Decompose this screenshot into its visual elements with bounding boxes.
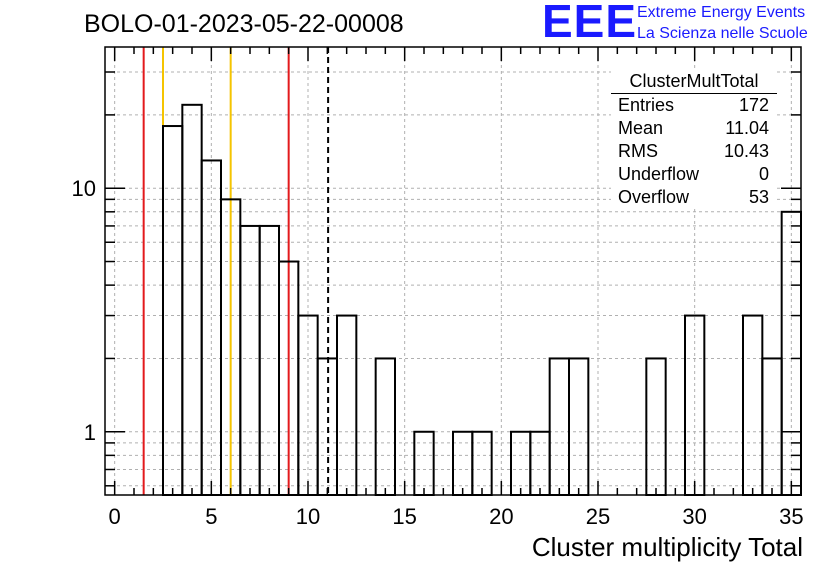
plot-frame (104, 46, 802, 496)
histogram-bar (258, 224, 280, 496)
histogram-bar (162, 125, 184, 496)
stats-value: 11.04 (725, 118, 769, 138)
histogram-bar (742, 314, 764, 496)
vertical-marker-lines (142, 47, 330, 495)
axis-ticks (105, 47, 801, 495)
histogram-bar (181, 103, 203, 496)
stats-row-rms: RMS 10.43 (611, 140, 777, 163)
histogram-bar (336, 314, 358, 496)
histogram-bar (568, 357, 590, 496)
logo-line-2: La Scienza nelle Scuole (637, 25, 808, 42)
x-tick-label: 25 (586, 504, 610, 529)
stats-label: RMS (618, 141, 658, 161)
logo-mark: EEE (542, 0, 638, 47)
stats-value: 10.43 (723, 141, 769, 161)
stats-box: ClusterMultTotal Entries 172 Mean 11.04 … (611, 70, 777, 209)
stats-label: Underflow (618, 164, 700, 184)
stats-title: ClusterMultTotal (611, 70, 777, 94)
y-tick-label: 10 (72, 176, 96, 201)
x-tick-label: 30 (682, 504, 706, 529)
histogram-bar (645, 357, 667, 496)
histogram-bar (239, 224, 261, 496)
stats-label: Entries (618, 95, 675, 115)
run-title: BOLO-01-2023-05-22-00008 (84, 10, 404, 38)
x-tick-label: 15 (392, 504, 416, 529)
histogram-bar (761, 357, 783, 496)
histogram-bar (471, 430, 493, 497)
stats-label: Overflow (618, 187, 690, 207)
stats-row-entries: Entries 172 (611, 94, 777, 117)
stats-value: 53 (748, 187, 769, 207)
x-tick-label: 10 (296, 504, 320, 529)
stats-row-mean: Mean 11.04 (611, 117, 777, 140)
stats-row-underflow: Underflow 0 (611, 163, 777, 186)
histogram-bar (374, 357, 396, 496)
x-tick-label: 0 (109, 504, 121, 529)
stats-label: Mean (618, 118, 664, 138)
x-tick-label: 20 (489, 504, 513, 529)
x-tick-label: 35 (779, 504, 803, 529)
histogram-bar (548, 357, 571, 496)
x-tick-label: 5 (205, 504, 217, 529)
tick-labels: 0 5 10 15 20 25 30 35 1 10 (72, 176, 804, 529)
stats-value: 0 (758, 164, 769, 184)
y-tick-label: 1 (84, 420, 96, 445)
stats-value: 172 (738, 95, 769, 115)
plot-frame-border (104, 46, 802, 496)
stats-row-overflow: Overflow 53 (611, 186, 777, 209)
x-axis-label: Cluster multiplicity Total (531, 532, 803, 562)
logo-line-1: Extreme Energy Events (637, 4, 806, 21)
